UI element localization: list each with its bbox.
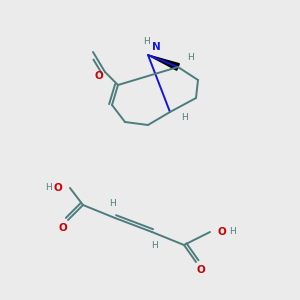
Text: H: H (188, 52, 194, 62)
Text: H: H (181, 112, 188, 122)
Text: O: O (218, 227, 226, 237)
Text: O: O (196, 265, 206, 275)
Text: H: H (229, 227, 236, 236)
Text: O: O (58, 223, 68, 233)
Text: H: H (142, 37, 149, 46)
Text: O: O (94, 71, 103, 81)
Text: N: N (152, 42, 160, 52)
Polygon shape (148, 55, 179, 70)
Text: H: H (45, 184, 51, 193)
Text: O: O (54, 183, 62, 193)
Text: H: H (109, 200, 116, 208)
Text: H: H (151, 242, 158, 250)
